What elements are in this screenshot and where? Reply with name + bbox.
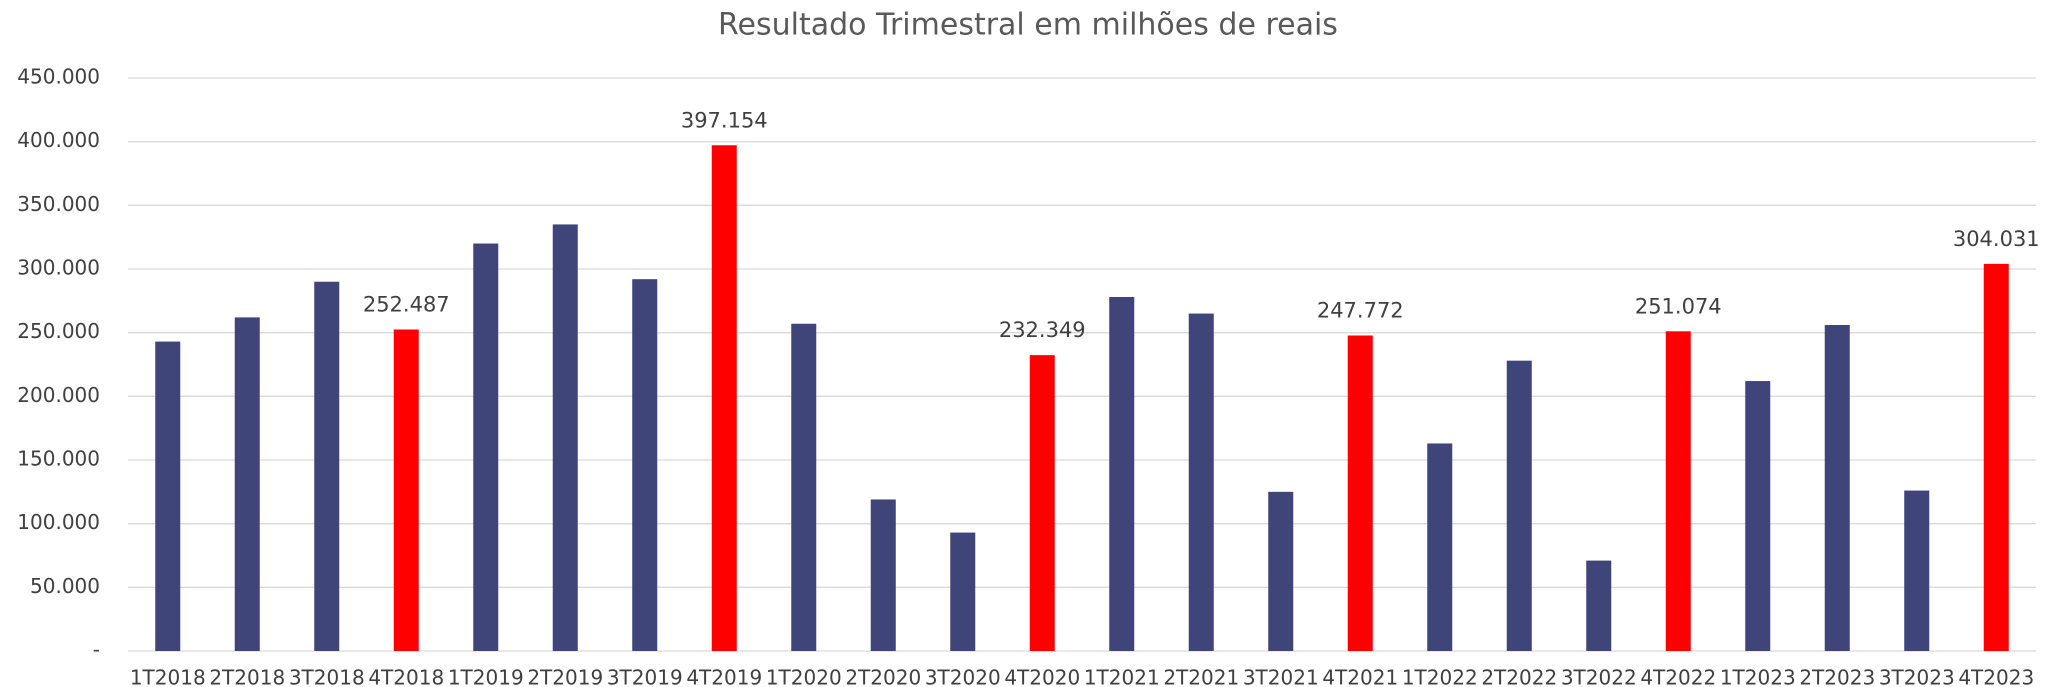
x-tick-label: 2T2022 (1481, 666, 1557, 687)
x-tick-label: 3T2018 (289, 666, 365, 687)
data-label: 251.074 (1635, 294, 1722, 318)
bar (950, 532, 976, 651)
x-tick-label: 1T2022 (1402, 666, 1478, 687)
y-tick-label: 150.000 (17, 447, 100, 471)
x-tick-label: 3T2022 (1561, 666, 1637, 687)
bar (155, 341, 181, 651)
x-tick-label: 3T2019 (607, 666, 683, 687)
x-tick-label: 4T2022 (1640, 666, 1716, 687)
x-tick-label: 2T2018 (209, 666, 285, 687)
bar (1347, 335, 1373, 651)
x-tick-label: 4T2023 (1958, 666, 2034, 687)
bar (711, 145, 737, 651)
bar (393, 329, 419, 651)
x-tick-label: 1T2019 (448, 666, 524, 687)
bar (1824, 325, 1850, 651)
x-tick-label: 3T2020 (925, 666, 1001, 687)
x-tick-label: 1T2021 (1084, 666, 1160, 687)
x-tick-label: 2T2023 (1799, 666, 1875, 687)
y-tick-label: 400.000 (17, 128, 100, 152)
bar (234, 317, 260, 651)
bar (1983, 263, 2009, 651)
y-tick-label: 250.000 (17, 319, 100, 343)
data-label: 252.487 (363, 292, 450, 316)
bar (1586, 560, 1612, 651)
chart-title: Resultado Trimestral em milhões de reais (718, 8, 1338, 43)
bar (473, 243, 499, 652)
x-tick-label: 3T2021 (1243, 666, 1319, 687)
x-tick-label: 1T2023 (1720, 666, 1796, 687)
data-label: 304.031 (1953, 227, 2040, 251)
x-tick-label: 4T2021 (1322, 666, 1398, 687)
bar (1904, 490, 1930, 651)
x-tick-label: 4T2018 (368, 666, 444, 687)
bar (632, 279, 658, 651)
x-tick-label: 4T2020 (1004, 666, 1080, 687)
x-tick-label: 1T2020 (766, 666, 842, 687)
x-tick-label: 2T2021 (1163, 666, 1239, 687)
bar (791, 323, 817, 651)
y-tick-label: 350.000 (17, 192, 100, 216)
x-tick-label: 4T2019 (686, 666, 762, 687)
bar (1188, 313, 1214, 651)
data-label: 232.349 (999, 318, 1086, 342)
bar (1268, 491, 1294, 651)
x-tick-label: 1T2018 (130, 666, 206, 687)
y-tick-label: 100.000 (17, 510, 100, 534)
data-label: 397.154 (681, 108, 768, 132)
y-tick-label: - (93, 638, 100, 662)
x-tick-label: 2T2020 (845, 666, 921, 687)
x-tick-label: 3T2023 (1879, 666, 1955, 687)
y-tick-label: 300.000 (17, 256, 100, 280)
x-tick-label: 2T2019 (527, 666, 603, 687)
bar (870, 499, 896, 651)
bar (314, 281, 340, 651)
bar (1109, 297, 1135, 651)
y-tick-label: 200.000 (17, 383, 100, 407)
bar (1745, 381, 1771, 651)
bar (1427, 443, 1453, 651)
bar (1665, 331, 1691, 651)
bar (552, 224, 578, 651)
bar (1029, 355, 1055, 651)
data-label: 247.772 (1317, 299, 1404, 323)
y-tick-label: 50.000 (30, 574, 100, 598)
y-tick-label: 450.000 (17, 65, 100, 89)
bar (1506, 360, 1532, 651)
